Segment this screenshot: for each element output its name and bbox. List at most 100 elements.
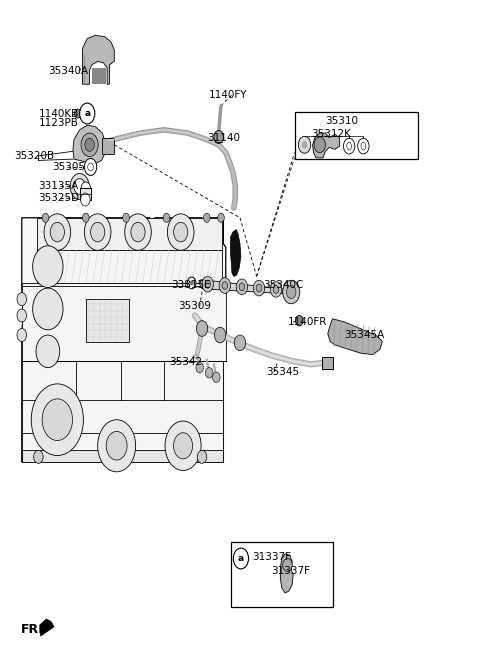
Circle shape <box>131 222 145 242</box>
Circle shape <box>81 133 98 156</box>
Wedge shape <box>70 173 89 200</box>
Circle shape <box>196 363 204 373</box>
Circle shape <box>187 277 196 289</box>
Circle shape <box>84 158 96 175</box>
Circle shape <box>239 283 245 290</box>
Circle shape <box>81 193 90 206</box>
Circle shape <box>204 213 210 222</box>
Circle shape <box>74 109 81 118</box>
Circle shape <box>34 450 43 463</box>
Text: FR.: FR. <box>21 623 44 636</box>
Polygon shape <box>73 125 105 164</box>
Circle shape <box>197 450 207 463</box>
Circle shape <box>236 279 248 294</box>
Polygon shape <box>200 280 290 294</box>
Circle shape <box>42 213 49 222</box>
Circle shape <box>314 137 325 152</box>
Text: 35325D: 35325D <box>38 193 80 203</box>
Circle shape <box>218 213 224 222</box>
Circle shape <box>205 367 213 378</box>
Circle shape <box>256 284 262 292</box>
Bar <box>80 188 91 200</box>
Circle shape <box>163 213 170 222</box>
Circle shape <box>123 213 130 222</box>
Circle shape <box>44 214 71 250</box>
Circle shape <box>296 315 303 326</box>
Text: 1140KB: 1140KB <box>38 108 79 118</box>
Text: 31140: 31140 <box>207 133 240 143</box>
Circle shape <box>31 384 84 455</box>
Circle shape <box>233 548 249 569</box>
Circle shape <box>17 309 26 322</box>
Circle shape <box>234 335 246 351</box>
Bar <box>22 283 226 361</box>
Circle shape <box>168 214 194 250</box>
Text: 35345A: 35345A <box>344 330 384 340</box>
Circle shape <box>283 558 292 572</box>
Circle shape <box>50 222 64 242</box>
Circle shape <box>222 282 228 290</box>
Text: 35340C: 35340C <box>263 280 303 290</box>
Bar <box>295 112 418 159</box>
Circle shape <box>213 372 220 382</box>
Text: 35305: 35305 <box>53 162 85 172</box>
Circle shape <box>91 222 105 242</box>
Text: 35310: 35310 <box>325 116 359 126</box>
Bar <box>22 450 223 462</box>
Text: 31337F: 31337F <box>252 551 291 562</box>
Bar <box>230 542 333 607</box>
Bar <box>86 299 129 342</box>
Circle shape <box>42 399 72 441</box>
Circle shape <box>174 222 188 242</box>
Circle shape <box>36 335 60 367</box>
Circle shape <box>33 246 63 288</box>
Circle shape <box>84 214 111 250</box>
Circle shape <box>343 138 355 154</box>
Circle shape <box>17 292 26 306</box>
Circle shape <box>80 103 95 124</box>
Bar <box>92 68 106 84</box>
Circle shape <box>85 138 95 151</box>
Circle shape <box>83 213 89 222</box>
Circle shape <box>358 138 369 154</box>
Circle shape <box>253 281 264 296</box>
Text: 35309: 35309 <box>179 302 211 311</box>
Bar <box>37 217 222 250</box>
Circle shape <box>106 432 127 460</box>
Circle shape <box>33 288 63 330</box>
Text: 1123PB: 1123PB <box>38 118 78 128</box>
Text: 33815E: 33815E <box>171 280 211 290</box>
Circle shape <box>273 286 279 293</box>
Circle shape <box>215 327 226 343</box>
Text: 35312K: 35312K <box>311 129 351 139</box>
Circle shape <box>270 282 282 297</box>
Text: 1140FR: 1140FR <box>288 317 327 327</box>
Text: 35342: 35342 <box>169 357 202 367</box>
Text: 31337F: 31337F <box>271 566 310 576</box>
Circle shape <box>205 281 211 288</box>
Circle shape <box>202 277 214 292</box>
Circle shape <box>165 421 201 470</box>
Polygon shape <box>22 217 226 462</box>
Circle shape <box>283 281 300 304</box>
Polygon shape <box>230 229 241 277</box>
Text: a: a <box>238 554 244 563</box>
Circle shape <box>301 141 307 148</box>
Polygon shape <box>280 554 293 593</box>
Bar <box>322 357 334 369</box>
Circle shape <box>174 433 192 459</box>
Text: 35340A: 35340A <box>48 66 88 76</box>
Text: 35320B: 35320B <box>14 151 55 161</box>
Circle shape <box>190 281 193 286</box>
Bar <box>22 361 223 462</box>
Text: a: a <box>84 109 90 118</box>
Text: 33135A: 33135A <box>38 181 79 191</box>
Circle shape <box>214 131 223 143</box>
Bar <box>37 250 222 283</box>
Circle shape <box>299 136 311 153</box>
Polygon shape <box>40 619 54 636</box>
Text: 35345: 35345 <box>266 367 299 377</box>
Circle shape <box>17 328 26 342</box>
Circle shape <box>196 321 208 336</box>
Circle shape <box>81 182 91 195</box>
